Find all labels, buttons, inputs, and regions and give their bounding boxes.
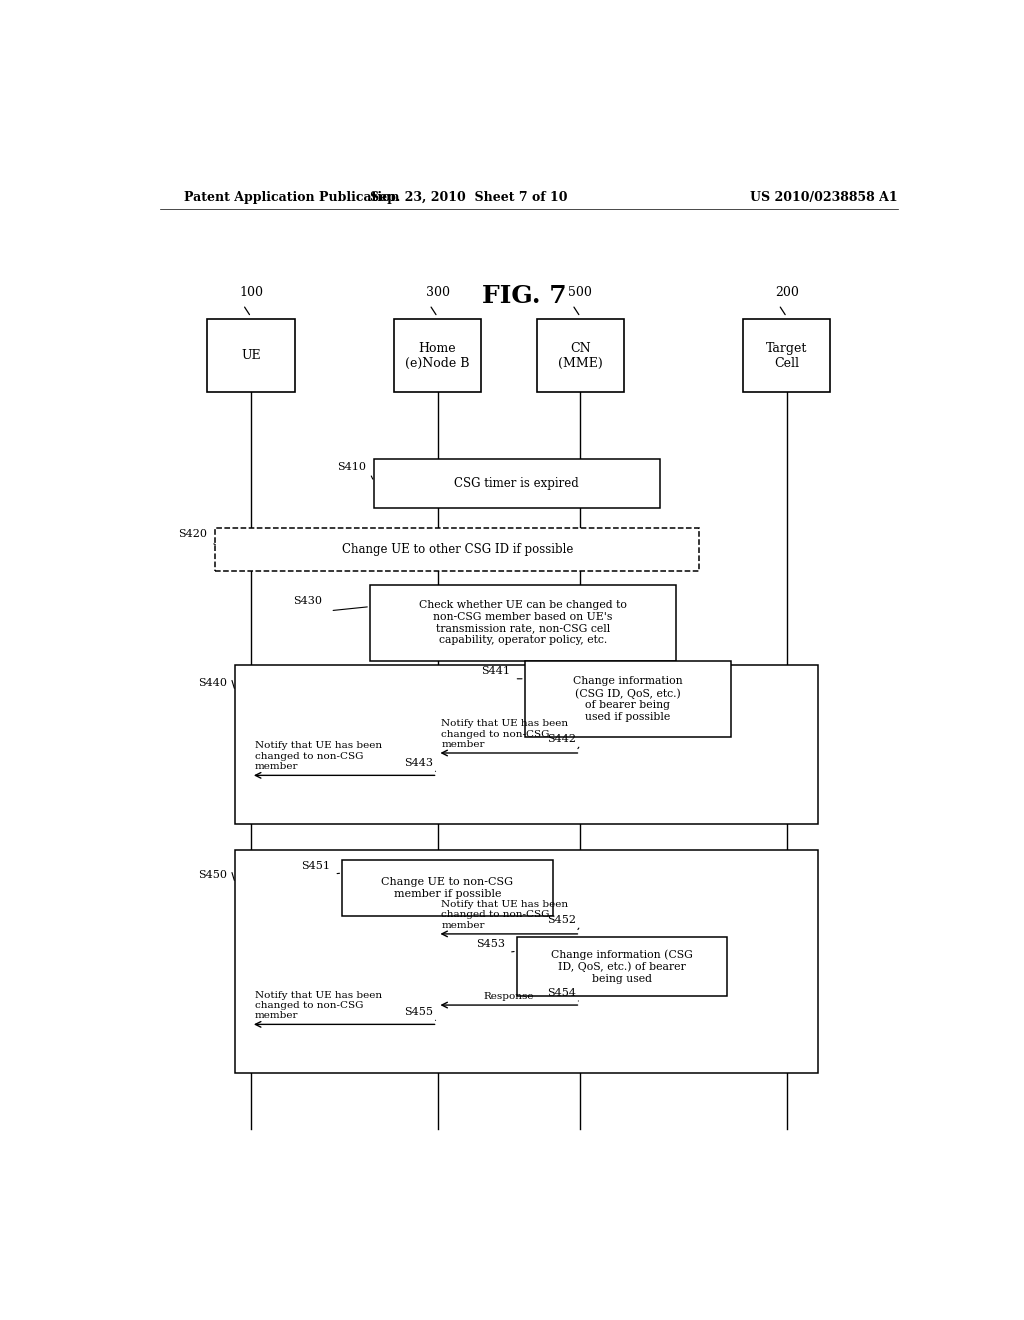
- Text: Patent Application Publication: Patent Application Publication: [183, 190, 399, 203]
- Text: Change UE to non-CSG
member if possible: Change UE to non-CSG member if possible: [381, 878, 513, 899]
- Text: 500: 500: [568, 285, 592, 298]
- Text: UE: UE: [242, 348, 261, 362]
- Text: S440: S440: [199, 678, 227, 688]
- Text: S450: S450: [199, 870, 227, 880]
- Text: Home
(e)Node B: Home (e)Node B: [406, 342, 470, 370]
- Text: Notify that UE has been
changed to non-CSG
member: Notify that UE has been changed to non-C…: [255, 990, 382, 1020]
- Text: Change information
(CSG ID, QoS, etc.)
of bearer being
used if possible: Change information (CSG ID, QoS, etc.) o…: [573, 676, 683, 722]
- Text: S420: S420: [178, 529, 207, 540]
- FancyBboxPatch shape: [236, 850, 818, 1073]
- Text: 200: 200: [775, 285, 799, 298]
- Text: S451: S451: [301, 861, 331, 871]
- Text: S452: S452: [548, 915, 577, 925]
- Text: Notify that UE has been
changed to non-CSG
member: Notify that UE has been changed to non-C…: [441, 900, 568, 929]
- FancyBboxPatch shape: [370, 585, 676, 661]
- FancyBboxPatch shape: [342, 861, 553, 916]
- FancyBboxPatch shape: [743, 319, 830, 392]
- Text: 300: 300: [426, 285, 450, 298]
- Text: S453: S453: [476, 939, 505, 949]
- Text: CN
(MME): CN (MME): [558, 342, 603, 370]
- Text: Response: Response: [483, 993, 535, 1001]
- Text: 100: 100: [239, 285, 263, 298]
- Text: Target
Cell: Target Cell: [766, 342, 807, 370]
- FancyBboxPatch shape: [394, 319, 481, 392]
- Text: S441: S441: [481, 665, 511, 676]
- Text: Notify that UE has been
changed to non-CSG
member: Notify that UE has been changed to non-C…: [255, 742, 382, 771]
- FancyBboxPatch shape: [207, 319, 295, 392]
- Text: S442: S442: [548, 734, 577, 743]
- FancyBboxPatch shape: [215, 528, 699, 572]
- Text: CSG timer is expired: CSG timer is expired: [455, 477, 580, 490]
- Text: Change UE to other CSG ID if possible: Change UE to other CSG ID if possible: [342, 544, 573, 556]
- Text: S410: S410: [337, 462, 367, 473]
- Text: FIG. 7: FIG. 7: [482, 284, 567, 308]
- Text: Sep. 23, 2010  Sheet 7 of 10: Sep. 23, 2010 Sheet 7 of 10: [371, 190, 568, 203]
- FancyBboxPatch shape: [537, 319, 624, 392]
- Text: S443: S443: [404, 758, 433, 768]
- Text: S454: S454: [548, 987, 577, 998]
- FancyBboxPatch shape: [517, 937, 727, 995]
- FancyBboxPatch shape: [236, 664, 818, 824]
- Text: Notify that UE has been
changed to non-CSG
member: Notify that UE has been changed to non-C…: [441, 719, 568, 748]
- Text: Check whether UE can be changed to
non-CSG member based on UE's
transmission rat: Check whether UE can be changed to non-C…: [419, 601, 627, 645]
- FancyBboxPatch shape: [524, 661, 731, 738]
- Text: S430: S430: [294, 595, 323, 606]
- Text: Change information (CSG
ID, QoS, etc.) of bearer
being used: Change information (CSG ID, QoS, etc.) o…: [551, 949, 693, 983]
- Text: S455: S455: [404, 1007, 433, 1018]
- FancyBboxPatch shape: [374, 459, 659, 508]
- Text: US 2010/0238858 A1: US 2010/0238858 A1: [751, 190, 898, 203]
